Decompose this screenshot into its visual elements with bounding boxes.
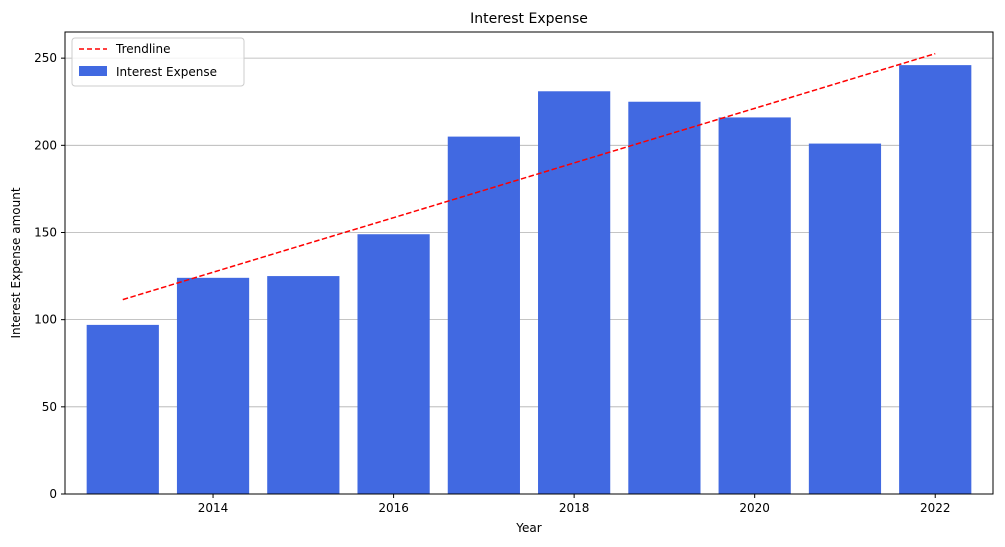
y-axis-title: Interest Expense amount — [9, 187, 23, 338]
axis-ticks: 2014 2016 2018 2020 2022 0 50 100 150 200 250 — [34, 51, 950, 515]
bar-2013 — [86, 324, 159, 494]
bar-2019 — [628, 101, 701, 495]
x-tick-label-2016: 2016 — [378, 501, 409, 515]
bar-2018 — [538, 91, 611, 494]
legend: Trendline Interest Expense — [71, 37, 245, 87]
y-tick-label-0: 0 — [49, 487, 57, 501]
bar-2021 — [808, 143, 882, 494]
bar-2022 — [899, 65, 972, 495]
bar-2020 — [718, 117, 791, 494]
y-tick-label-200: 200 — [34, 138, 57, 152]
bar-2017 — [447, 136, 520, 495]
y-tick-label-50: 50 — [42, 400, 57, 414]
plot-frame — [64, 31, 994, 495]
x-tick-label-2018: 2018 — [559, 501, 590, 515]
x-axis-title: Year — [515, 521, 541, 535]
legend-interest-expense-label: Interest Expense — [116, 65, 217, 79]
y-tick-label-250: 250 — [34, 51, 57, 65]
legend-box — [71, 37, 245, 87]
bar-2016 — [357, 234, 430, 495]
bar-2014 — [176, 277, 250, 494]
trendline-layer — [122, 52, 936, 301]
bars — [86, 65, 972, 495]
y-tick-label-150: 150 — [34, 225, 57, 239]
x-tick-label-2014: 2014 — [198, 501, 229, 515]
x-tick-label-2022: 2022 — [920, 501, 951, 515]
y-tick-label-100: 100 — [34, 313, 57, 327]
x-tick-label-2020: 2020 — [739, 501, 770, 515]
chart-title: Interest Expense — [470, 11, 588, 27]
bar-2015 — [267, 276, 340, 494]
legend-bar-swatch — [79, 66, 107, 76]
legend-trendline-label: Trendline — [115, 42, 171, 56]
trendline — [122, 52, 936, 301]
